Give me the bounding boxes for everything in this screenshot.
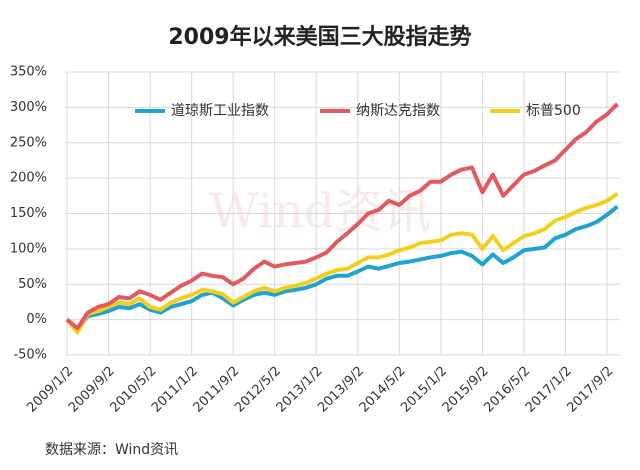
y-tick-label: 50%: [18, 277, 47, 292]
legend-label: 纳斯达克指数: [356, 103, 440, 119]
y-tick-label: 250%: [10, 135, 47, 150]
y-tick-label: 200%: [10, 171, 47, 186]
legend-label: 标普500: [526, 103, 581, 119]
series-line: [65, 102, 619, 331]
series-line: [65, 192, 619, 335]
y-tick-label: 300%: [10, 100, 47, 115]
legend-label: 道琼斯工业指数: [171, 103, 269, 119]
chart-title: 2009年以来美国三大股指走势: [168, 24, 471, 50]
y-tick-label: 100%: [10, 241, 47, 256]
x-tick-label: 2017/9/2: [564, 364, 616, 416]
y-tick-label: -50%: [13, 348, 47, 363]
source-note: 数据来源：Wind资讯: [45, 442, 178, 458]
y-tick-label: 150%: [10, 206, 47, 221]
y-tick-label: 350%: [10, 65, 47, 80]
series-line: [65, 204, 619, 333]
watermark: Wind资讯: [209, 184, 431, 240]
y-tick-label: 0%: [26, 312, 47, 327]
